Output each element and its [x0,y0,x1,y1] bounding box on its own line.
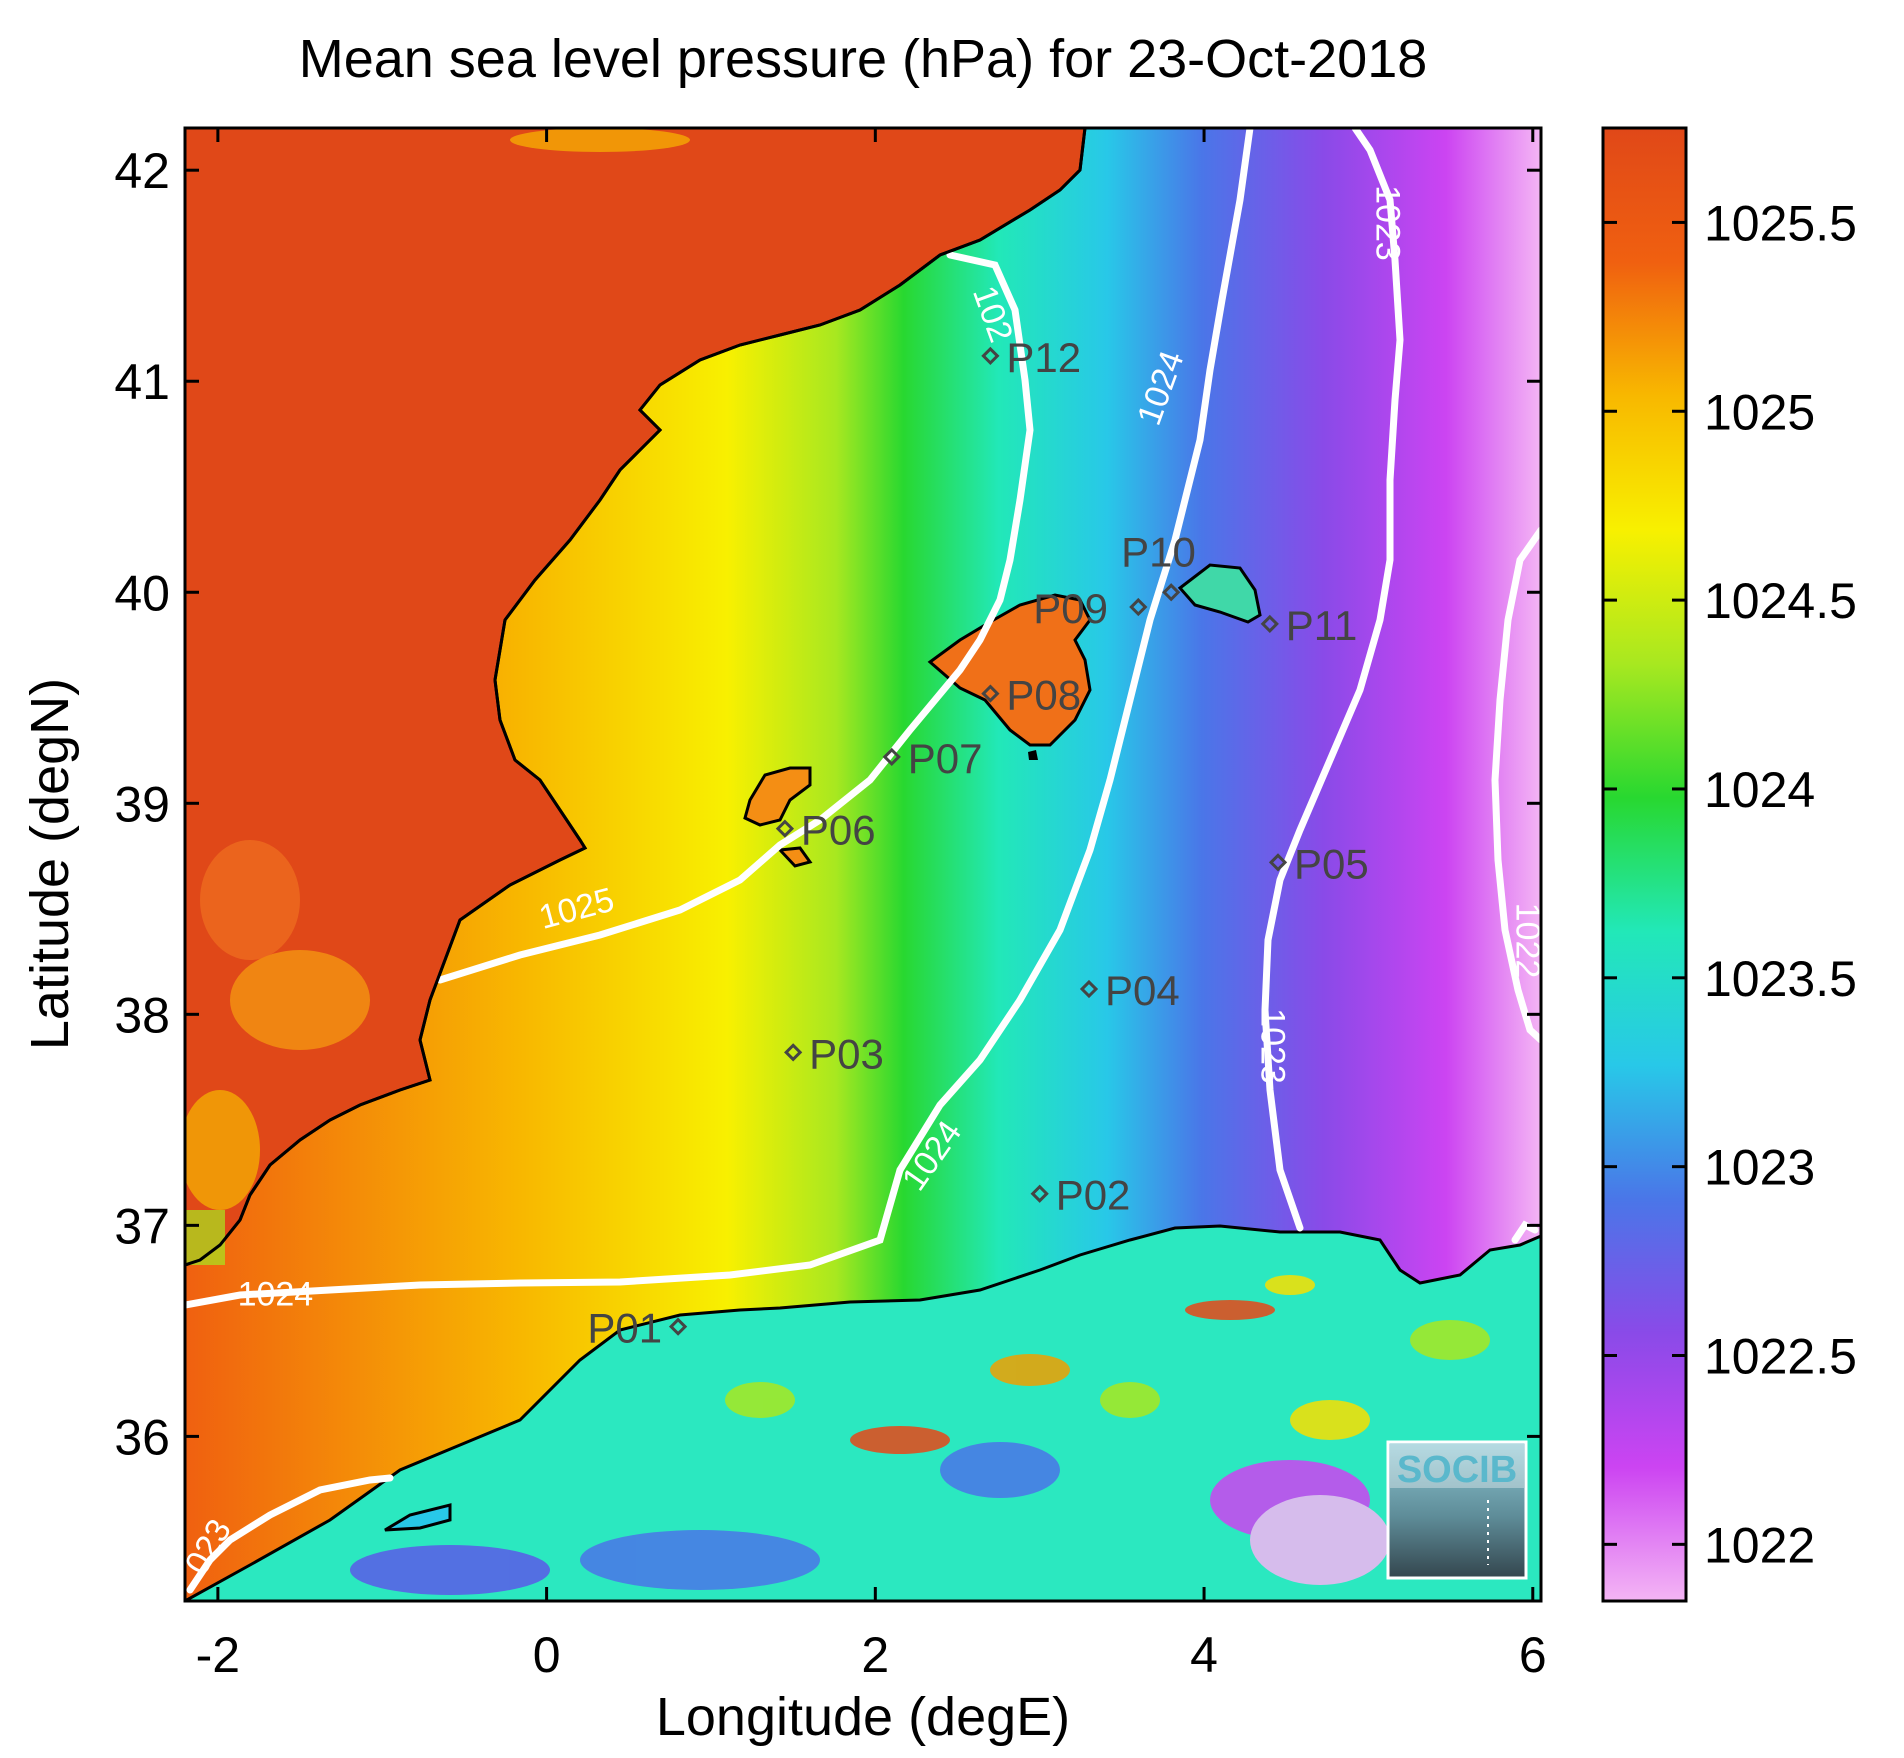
station-label: P11 [1286,602,1358,649]
contour-1023-east [1261,128,1404,1232]
island-cabrera [1028,750,1038,760]
contour-1024-north [896,128,1254,1174]
contour-1022 [1491,526,1541,1044]
y-tick-label: 42 [114,143,170,199]
x-axis: -2 0 2 4 6 [196,128,1547,1683]
island-formentera [776,846,813,868]
station-label: P02 [1056,1172,1131,1219]
contour-label: 1024 [238,1276,314,1314]
contour-1022-small [1511,1220,1539,1244]
colorbar-tick-label: 1022 [1704,1517,1815,1573]
contour-1025 [436,251,1034,984]
coastline-iberia [185,128,1087,1267]
station-label: P04 [1105,967,1180,1014]
y-axis: 36 37 38 39 40 41 42 [114,143,1541,1465]
x-axis-label: Longitude (degE) [656,1687,1070,1747]
x-tick-label: 6 [1519,1627,1547,1683]
colorbar [1601,126,1688,1603]
y-axis-label: Latitude (degN) [20,678,80,1050]
y-tick-label: 36 [114,1409,170,1465]
station-label: P05 [1294,840,1369,887]
station-marker [1129,597,1148,617]
station-marker [981,684,1000,703]
socib-logo-text: SOCIB [1397,1449,1517,1491]
station-marker [775,819,795,838]
contour-label: 1023 [1369,185,1407,261]
station-marker [1079,979,1099,999]
station-marker [1260,614,1279,634]
y-tick-label: 41 [114,354,170,410]
land-north-africa [185,1224,1541,1601]
station-points: P01 P02 P03 P04 P05 P06 P07 P08 P09 P10 P11 P12 [587,334,1368,1352]
x-tick-label: 0 [533,1627,561,1683]
x-tick-label: 2 [861,1627,889,1683]
x-tick-label: -2 [196,1627,240,1683]
station-marker [882,747,901,766]
plot-frame [183,126,1543,1603]
station-label: P09 [1033,585,1108,632]
station-marker [1030,1184,1049,1203]
contour-lines [185,128,1541,1594]
station-label: P10 [1121,528,1196,575]
y-tick-label: 38 [114,987,170,1043]
station-marker [1162,583,1181,602]
y-tick-label: 39 [114,776,170,832]
colorbar-tick-label: 1024.5 [1704,573,1857,629]
contour-label: 1022 [1508,903,1546,979]
station-marker [668,1317,688,1336]
station-label: P12 [1006,334,1081,381]
y-tick-label: 40 [114,565,170,621]
x-tick-label: 4 [1190,1627,1218,1683]
island-alboran [384,1503,452,1532]
colorbar-tick-label: 1022.5 [1704,1329,1857,1385]
iberia-texture [185,128,690,1265]
colorbar-ticks: 1022 1022.5 1023 1023.5 1024 1024.5 1025 1025.5 [1603,195,1857,1573]
colorbar-tick-label: 1025 [1704,384,1815,440]
station-label: P07 [908,735,983,782]
island-menorca [1177,563,1262,624]
colorbar-tick-label: 1023.5 [1704,951,1857,1007]
colorbar-tick-label: 1024 [1704,762,1815,818]
station-label: P06 [801,807,876,854]
colorbar-tick-label: 1025.5 [1704,195,1857,251]
island-mallorca [927,593,1092,747]
colorbar-tick-label: 1023 [1704,1140,1815,1196]
socib-logo: SOCIB [1386,1440,1528,1580]
contour-1024-south [185,1166,904,1309]
africa-hot-spots [350,1275,1490,1595]
y-tick-label: 37 [114,1198,170,1254]
chart-title: Mean sea level pressure (hPa) for 23-Oct… [299,29,1428,89]
station-label: P01 [587,1305,662,1352]
station-marker [784,1043,803,1062]
station-marker [981,346,1000,366]
station-label: P08 [1006,672,1081,719]
contour-1023-sw [186,1474,394,1594]
contour-label: 1023 [1254,1008,1292,1084]
island-ibiza [743,766,812,827]
station-label: P03 [809,1030,884,1077]
station-marker [1268,853,1288,872]
